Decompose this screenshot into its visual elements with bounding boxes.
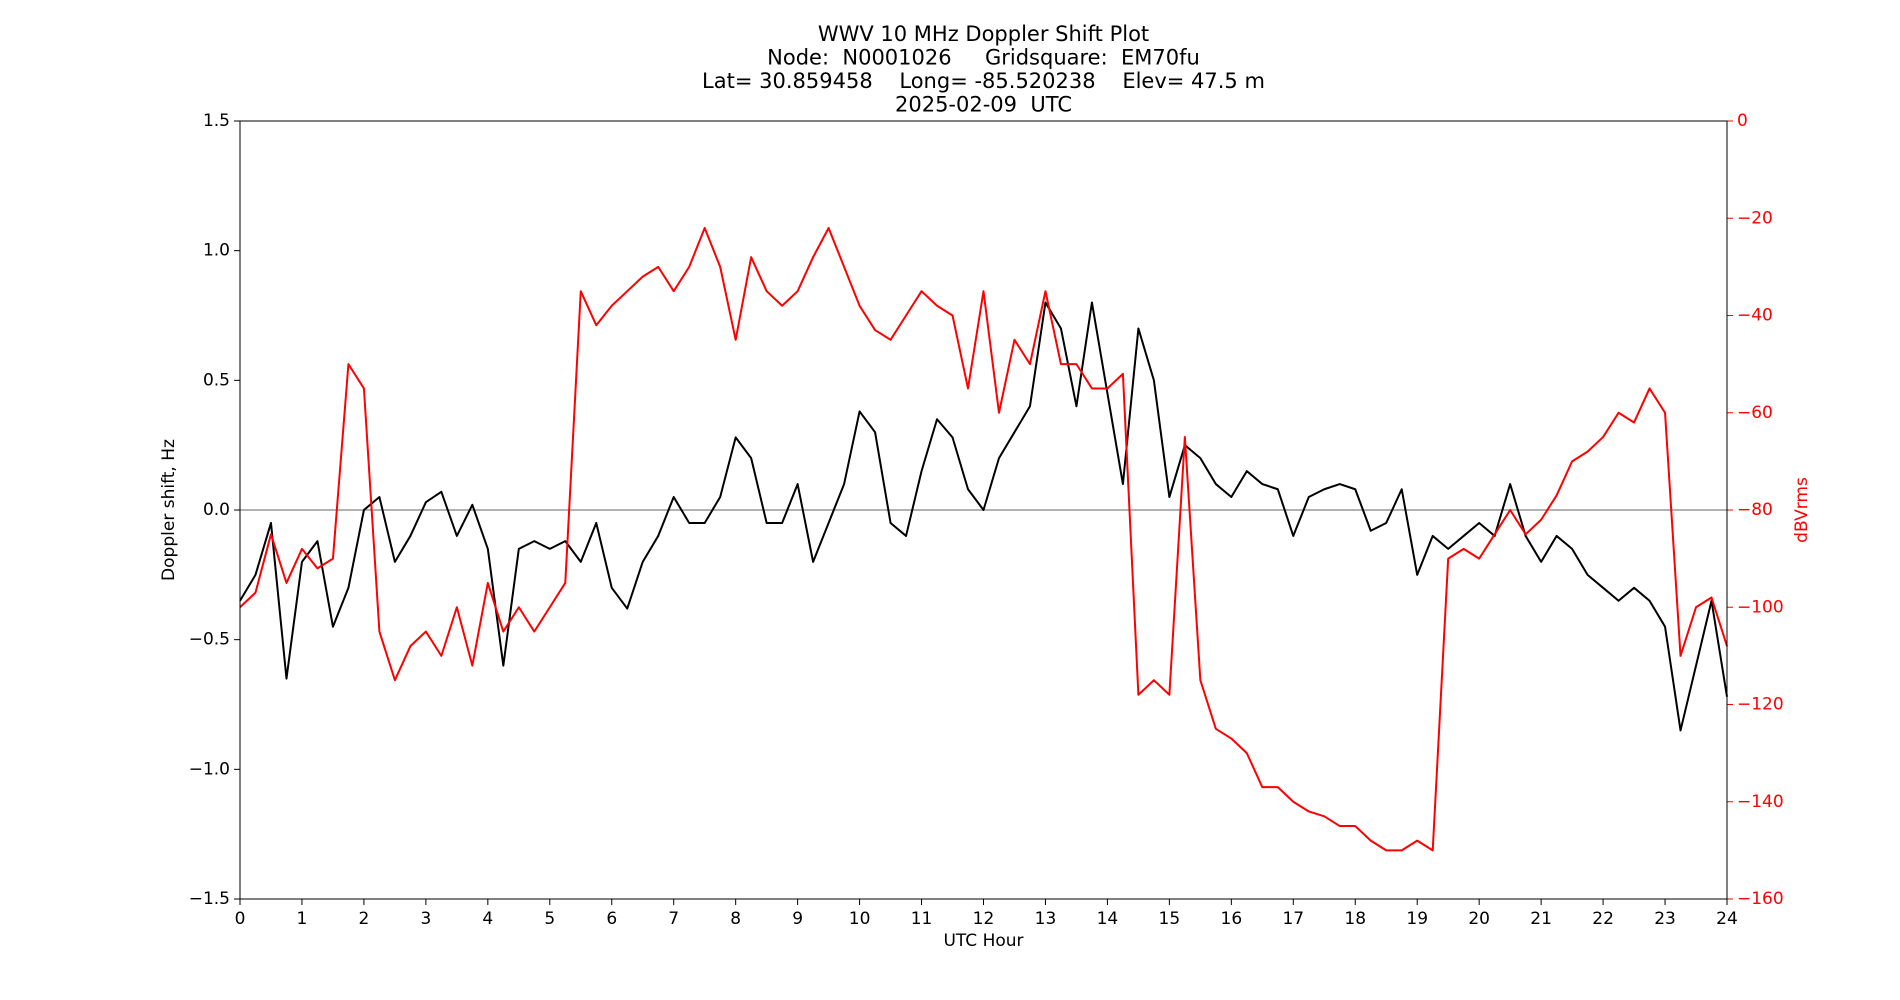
y-tick-label: 0.5 bbox=[203, 370, 230, 390]
y2-tick-label: −100 bbox=[1737, 597, 1784, 617]
x-tick-label: 5 bbox=[544, 909, 555, 929]
x-tick-label: 8 bbox=[730, 909, 741, 929]
y2-tick-label: −20 bbox=[1737, 208, 1773, 228]
chart-title: WWV 10 MHz Doppler Shift Plot bbox=[818, 22, 1149, 46]
y2-tick-label: −140 bbox=[1737, 792, 1784, 812]
x-axis-label: UTC Hour bbox=[943, 931, 1023, 951]
x-tick-label: 17 bbox=[1282, 909, 1304, 929]
y2-tick-label: −120 bbox=[1737, 695, 1784, 715]
x-tick-label: 12 bbox=[973, 909, 995, 929]
y2-tick-label: −60 bbox=[1737, 403, 1773, 423]
chart-title: Lat= 30.859458 Long= -85.520238 Elev= 47… bbox=[702, 69, 1265, 93]
x-tick-label: 10 bbox=[849, 909, 871, 929]
x-tick-label: 4 bbox=[482, 909, 493, 929]
x-tick-label: 11 bbox=[911, 909, 933, 929]
y-tick-label: −1.0 bbox=[189, 759, 230, 779]
data-line bbox=[239, 226, 1728, 852]
x-tick-label: 21 bbox=[1530, 909, 1552, 929]
y-tick-label: 1.0 bbox=[203, 241, 230, 261]
x-tick-label: 23 bbox=[1654, 909, 1676, 929]
plot-frame bbox=[239, 120, 1728, 900]
y2-tick-label: 0 bbox=[1737, 111, 1748, 131]
y2-tick-label: −160 bbox=[1737, 889, 1784, 909]
x-tick-label: 18 bbox=[1344, 909, 1366, 929]
y2-axis-label: dBVrms bbox=[1792, 477, 1812, 543]
x-tick-label: 0 bbox=[235, 909, 246, 929]
y2-tick-label: −40 bbox=[1737, 306, 1773, 326]
x-tick-label: 1 bbox=[297, 909, 308, 929]
y2-tick-label: −80 bbox=[1737, 500, 1773, 520]
y-axis-label: Doppler shift, Hz bbox=[159, 439, 179, 581]
x-tick-label: 3 bbox=[420, 909, 431, 929]
x-tick-label: 15 bbox=[1159, 909, 1181, 929]
chart-title: Node: N0001026 Gridsquare: EM70fu bbox=[767, 46, 1200, 70]
x-tick-label: 2 bbox=[359, 909, 370, 929]
x-tick-label: 16 bbox=[1221, 909, 1243, 929]
x-tick-label: 13 bbox=[1035, 909, 1057, 929]
chart-title: 2025-02-09 UTC bbox=[895, 93, 1072, 117]
data-line bbox=[239, 301, 1728, 732]
x-tick-label: 22 bbox=[1592, 909, 1614, 929]
x-tick-label: 20 bbox=[1468, 909, 1490, 929]
y-tick-label: −0.5 bbox=[189, 630, 230, 650]
x-tick-label: 6 bbox=[606, 909, 617, 929]
y-tick-label: −1.5 bbox=[189, 889, 230, 909]
x-tick-label: 24 bbox=[1716, 909, 1738, 929]
x-tick-label: 9 bbox=[792, 909, 803, 929]
x-tick-label: 7 bbox=[668, 909, 679, 929]
y-tick-label: 0.0 bbox=[203, 500, 230, 520]
x-tick-label: 14 bbox=[1097, 909, 1119, 929]
x-tick-label: 19 bbox=[1406, 909, 1428, 929]
y-tick-label: 1.5 bbox=[203, 111, 230, 131]
